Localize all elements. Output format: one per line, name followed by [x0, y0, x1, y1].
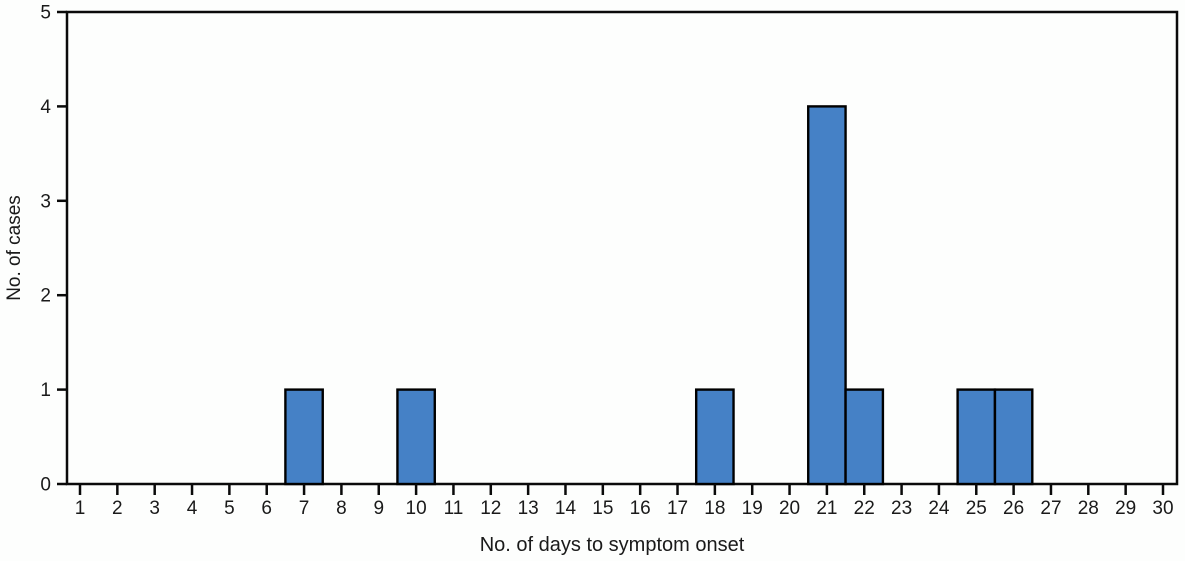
- x-tick-label: 2: [112, 498, 123, 519]
- y-tick-label: 1: [40, 380, 51, 401]
- y-axis-ticks: 0 1 2 3 4 5: [40, 3, 67, 496]
- x-tick-label: 27: [1040, 498, 1061, 519]
- x-tick-label: 25: [966, 498, 987, 519]
- bar-day-25: [956, 388, 997, 486]
- x-tick-label: 22: [854, 498, 875, 519]
- x-tick-label: 12: [480, 498, 501, 519]
- x-tick-label: 24: [928, 498, 950, 519]
- plot-frame: [65, 10, 1179, 486]
- x-tick-label: 21: [816, 498, 837, 519]
- x-tick-label: 9: [373, 498, 384, 519]
- x-tick-label: 23: [891, 498, 912, 519]
- x-tick-label: 14: [555, 498, 577, 519]
- x-tick-label: 8: [336, 498, 347, 519]
- y-tick-label: 0: [40, 475, 51, 496]
- x-tick-label: 4: [187, 498, 198, 519]
- bar-day-7: [284, 388, 324, 486]
- x-tick-label: 7: [299, 498, 310, 519]
- bar-day-10: [396, 388, 436, 486]
- bar-day-21: [807, 105, 847, 486]
- x-tick-label: 15: [592, 498, 613, 519]
- x-tick-label: 30: [1152, 498, 1173, 519]
- y-tick-label: 3: [40, 191, 51, 212]
- x-tick-label: 6: [261, 498, 272, 519]
- x-tick-label: 28: [1078, 498, 1099, 519]
- bars-group: [284, 105, 1034, 486]
- x-tick-label: 26: [1003, 498, 1024, 519]
- y-axis-title: No. of cases: [4, 195, 25, 301]
- bar-day-26: [993, 388, 1034, 486]
- x-tick-label: 17: [667, 498, 688, 519]
- x-tick-label: 10: [406, 498, 427, 519]
- x-tick-label: 29: [1115, 498, 1136, 519]
- x-tick-label: 1: [75, 498, 86, 519]
- x-tick-label: 13: [518, 498, 539, 519]
- x-tick-label: 18: [704, 498, 725, 519]
- y-tick-label: 4: [40, 97, 51, 118]
- x-tick-label: 20: [779, 498, 800, 519]
- x-axis-title: No. of days to symptom onset: [480, 534, 745, 556]
- x-tick-label: 16: [630, 498, 651, 519]
- y-tick-label: 5: [40, 3, 51, 24]
- x-tick-label: 3: [149, 498, 160, 519]
- x-tick-label: 19: [742, 498, 763, 519]
- x-tick-label: 11: [444, 498, 464, 519]
- y-tick-label: 2: [40, 286, 51, 307]
- x-axis-ticks: 1 2 3 4 5 6 7 8 9 10 11 12 13 14 15 16 17 18 19 20 21 22 23 24 2…: [75, 484, 1174, 519]
- bar-day-22: [844, 388, 885, 486]
- x-tick-label: 5: [224, 498, 235, 519]
- bar-day-18: [694, 388, 735, 486]
